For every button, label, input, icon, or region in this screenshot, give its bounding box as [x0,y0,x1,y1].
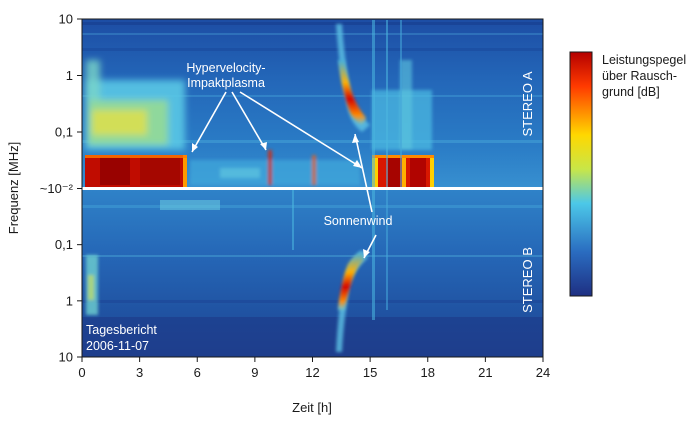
colorbar-title-line-1: Leistungspegel [602,53,686,67]
mid-continuum-a [190,150,360,185]
impact-plasma-band-right [372,155,434,187]
colorbar-title-line-3: grund [dB] [602,85,660,99]
annotation-solar-wind: Sonnenwind [324,214,393,228]
impact-plasma-band-left [85,155,187,187]
panel-label-stereo-b: STEREO B [520,247,535,313]
background-texture [82,22,543,303]
panel-separator [82,187,543,190]
solar-wind-burst-b [336,250,368,352]
y-tick-label-top-3: ~10⁻² [40,181,74,196]
arrow-impact-right [239,91,363,169]
y-tick-label-top-1: 1 [66,68,73,83]
y-tick-label-bottom-0: 0,1 [55,237,73,252]
x-axis-title: Zeit [h] [292,400,332,415]
x-tick-label-8: 24 [536,365,550,380]
panel-label-stereo-a: STEREO A [520,71,535,136]
annotation-impact-line-1: Hypervelocity- [186,61,265,75]
early-emission-a [85,60,185,150]
arrow-heads [192,134,370,258]
solar-wind-burst-a [336,24,370,132]
panel-b-low-band [82,317,543,357]
x-tick-label-4: 12 [305,365,319,380]
annotation-report-line-2: 2006-11-07 [86,339,149,353]
spectrogram-heatmap [82,19,543,357]
x-tick-label-7: 21 [478,365,492,380]
vertical-streaks [160,20,402,320]
annotation-report-line-1: Tagesbericht [86,323,157,337]
y-tick-label-bottom-1: 1 [66,293,73,308]
arrow-solar-a [354,133,373,213]
annotation-arrows [191,91,377,259]
arrow-impact-left [191,91,227,153]
x-tick-label-5: 15 [363,365,377,380]
early-emission-b [86,255,98,315]
y-tick-label-bottom-2: 10 [59,350,73,365]
x-tick-label-0: 0 [78,365,85,380]
x-tick-label-2: 6 [194,365,201,380]
x-tick-label-1: 3 [136,365,143,380]
y-axis: 10 1 0,1 ~10⁻² 0,1 1 10 [40,12,82,365]
x-tick-label-6: 18 [421,365,435,380]
y-tick-label-top-2: 0,1 [55,125,73,140]
annotation-impact-line-2: Impaktplasma [187,76,265,90]
y-axis-title: Frequenz [MHz] [6,142,21,234]
y-tick-label-top-0: 10 [59,12,73,27]
colorbar-title-line-2: über Rausch- [602,69,677,83]
x-axis: 0 3 6 9 12 15 18 21 24 [78,357,550,380]
x-tick-label-3: 9 [251,365,258,380]
arrow-impact-mid [231,91,267,151]
colorbar [569,51,593,297]
